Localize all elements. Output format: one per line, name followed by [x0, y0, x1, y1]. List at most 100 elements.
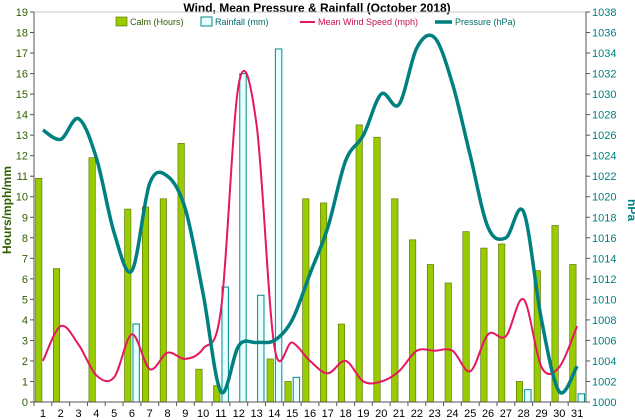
calm-bar [444, 282, 452, 403]
rain-bar [239, 73, 247, 403]
legend-swatch-rain [200, 16, 213, 27]
y-tick-label: 5 [22, 294, 28, 306]
legend-label-calm: Calm (Hours) [130, 17, 184, 27]
x-tick-label: 18 [339, 408, 351, 420]
y2-tick-label: 1008 [592, 315, 616, 327]
calm-bar [426, 264, 434, 403]
calm-bar [355, 124, 363, 403]
y-tick-label: 15 [16, 89, 28, 101]
calm-bar [266, 358, 274, 403]
x-tick-label: 19 [357, 408, 369, 420]
y2-tick-label: 1006 [592, 335, 616, 347]
legend-label-wind: Mean Wind Speed (mph) [318, 17, 418, 27]
x-tick-label: 26 [482, 408, 494, 420]
legend-label-pressure: Pressure (hPa) [455, 17, 516, 27]
y2-tick-label: 1026 [592, 130, 616, 142]
calm-bar [515, 381, 523, 403]
x-tick-label: 23 [429, 408, 441, 420]
x-tick-label: 14 [268, 408, 280, 420]
calm-bar [177, 143, 185, 403]
legend-swatch-calm [115, 16, 128, 27]
y2-tick-label: 1018 [592, 212, 616, 224]
y-tick-label: 12 [16, 151, 28, 163]
x-tick-label: 25 [464, 408, 476, 420]
y2-tick-label: 1036 [592, 28, 616, 40]
y2-tick-label: 1024 [592, 151, 616, 163]
y-tick-label: 17 [16, 48, 28, 60]
y2-tick-label: 1000 [592, 397, 616, 409]
calm-bar [35, 177, 43, 403]
y2-tick-label: 1020 [592, 192, 616, 204]
y2-tick-label: 1014 [592, 253, 616, 265]
x-tick-label: 5 [111, 408, 117, 420]
y2-tick-label: 1004 [592, 356, 616, 368]
calm-bar [462, 231, 470, 403]
x-tick-label: 12 [233, 408, 245, 420]
x-tick-label: 13 [250, 408, 262, 420]
y2-tick-label: 1030 [592, 89, 616, 101]
x-tick-label: 17 [322, 408, 334, 420]
rain-bar [524, 389, 532, 403]
calm-bar [159, 198, 167, 403]
calm-bar [284, 381, 292, 403]
calm-bar [391, 198, 399, 403]
y-tick-label: 19 [16, 7, 28, 19]
calm-bar [373, 136, 381, 403]
axes: 0123456789101112131415161718191000100210… [16, 7, 617, 420]
y-tick-label: 3 [22, 335, 28, 347]
lines [41, 33, 579, 395]
y-tick-label: 0 [22, 397, 28, 409]
y2-axis-label: hPa [625, 199, 635, 221]
y-tick-label: 16 [16, 69, 28, 81]
x-tick-label: 2 [58, 408, 64, 420]
x-tick-label: 24 [446, 408, 458, 420]
rain-bar [257, 294, 265, 403]
wind-speed-line [41, 69, 579, 385]
y2-tick-label: 1012 [592, 274, 616, 286]
calm-bar [195, 368, 203, 403]
y-tick-label: 11 [17, 171, 28, 183]
pressure-line [41, 33, 579, 395]
y-tick-label: 13 [16, 130, 28, 142]
x-tick-label: 31 [571, 408, 583, 420]
y-tick-label: 8 [22, 233, 28, 245]
y2-tick-label: 1038 [592, 7, 616, 19]
y-axis-label: Hours/mph/mm [0, 166, 14, 254]
y-tick-label: 10 [16, 192, 28, 204]
y2-tick-label: 1032 [592, 69, 616, 81]
calm-bar [302, 198, 310, 403]
x-tick-label: 11 [215, 408, 226, 420]
x-tick-label: 20 [375, 408, 387, 420]
y-tick-label: 14 [16, 110, 28, 122]
y-tick-label: 9 [22, 212, 28, 224]
y2-tick-label: 1002 [592, 376, 616, 388]
x-tick-label: 16 [304, 408, 316, 420]
x-tick-label: 3 [75, 408, 81, 420]
rain-bar [577, 393, 586, 403]
x-tick-label: 7 [147, 408, 153, 420]
y-tick-label: 18 [16, 28, 28, 40]
y2-tick-label: 1016 [592, 233, 616, 245]
calm-bar [409, 239, 417, 403]
y2-tick-label: 1034 [592, 48, 616, 60]
calm-bar [480, 247, 488, 403]
x-tick-label: 1 [40, 408, 46, 420]
calm-bar [142, 206, 150, 403]
legend-label-rain: Rainfall (mm) [215, 17, 269, 27]
x-tick-label: 10 [197, 408, 209, 420]
x-tick-label: 30 [553, 408, 565, 420]
x-tick-label: 28 [518, 408, 530, 420]
x-tick-label: 9 [182, 408, 188, 420]
x-tick-label: 22 [411, 408, 423, 420]
x-tick-label: 6 [129, 408, 135, 420]
bars [35, 48, 586, 403]
y-tick-label: 7 [22, 253, 28, 265]
y2-tick-label: 1028 [592, 110, 616, 122]
calm-bar [498, 243, 506, 403]
rain-bar [274, 48, 283, 403]
y2-tick-label: 1022 [592, 171, 616, 183]
legend: Calm (Hours) Rainfall (mm) Mean Wind Speed… [115, 16, 516, 27]
y-tick-label: 2 [22, 356, 28, 368]
y2-tick-label: 1010 [592, 294, 616, 306]
